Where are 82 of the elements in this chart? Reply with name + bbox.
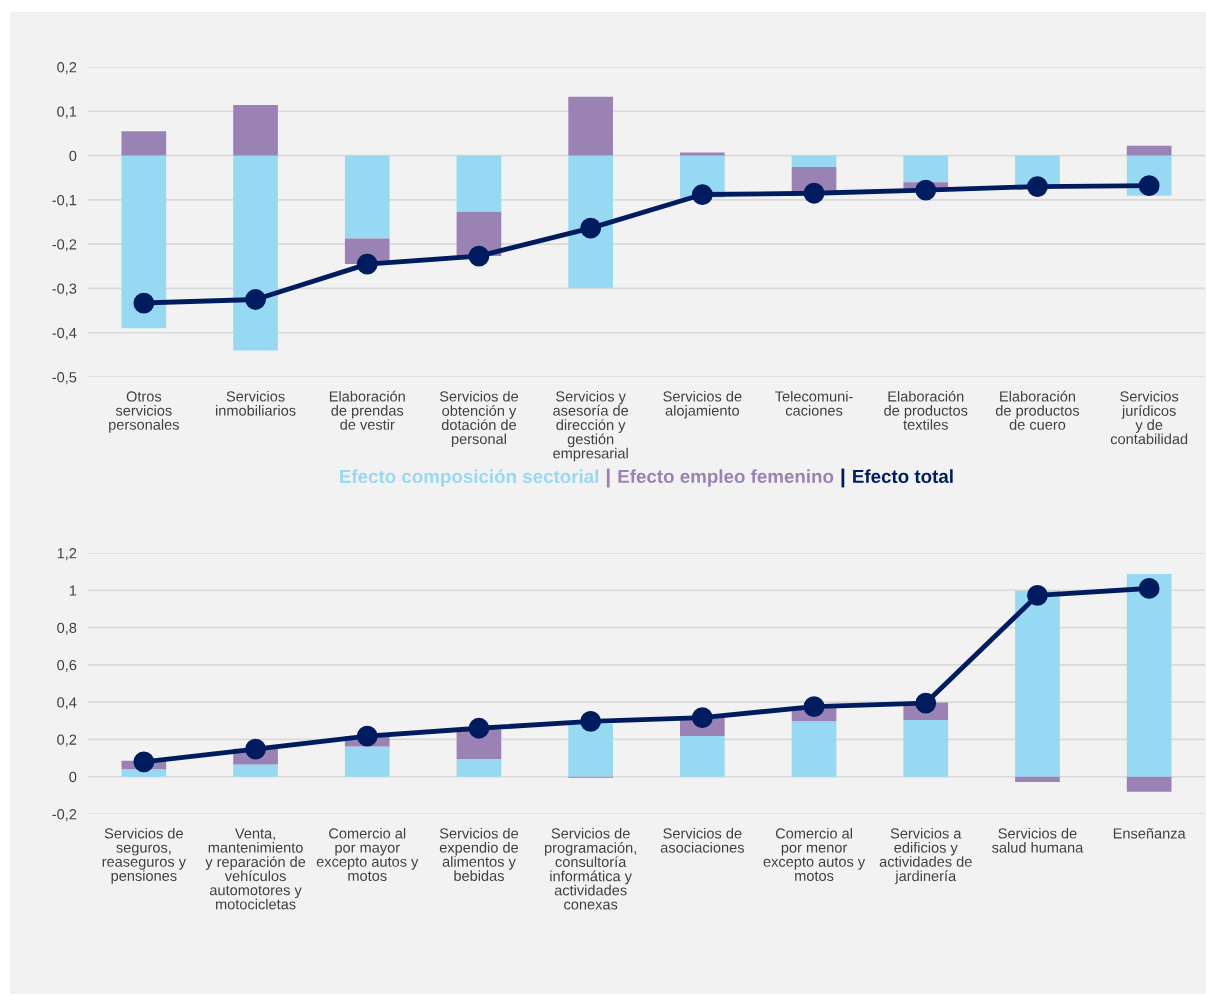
x-tick-label: Elaboración de productos de cuero [995,390,1080,430]
bar [680,735,725,777]
x-tick-label: Servicios y asesoría de dirección y gestión empresarial [553,390,629,462]
bar [568,96,613,156]
bar [233,764,278,777]
x-tick-label: Servicios de seguros, reaseguros y pensiones [102,827,186,884]
y-tick-label: 0,4 [57,697,77,710]
bar [344,746,390,777]
bar [903,155,949,183]
bar [1126,145,1172,156]
bar [1126,776,1172,792]
x-tick-label: Servicios de alojamiento [663,390,742,419]
bar [680,152,725,156]
x-tick-label: Servicios de asociaciones [660,827,744,853]
legend-label: Efecto empleo femenino [618,469,834,487]
y-tick-label: 0 [69,150,77,161]
bar [121,131,167,156]
x-tick-label: Servicios de obtención y dotación de personal [439,390,519,448]
point [803,696,825,718]
y-tick-label: 1,2 [57,548,77,561]
x-tick-label: Servicios de programación, consultoría informática y actividades conexas [544,827,636,910]
text: Efecto composición sectorial [340,469,599,487]
x-tick-label: Servicios de expendio de alimentos y bebidas [439,827,519,881]
x-tick-label: Telecomuni- caciones [775,390,853,416]
x-tick-label: Venta, mantenimiento y reparación de vehículos automotores y motocicletas [205,828,306,910]
bar [344,155,390,239]
x-tick-label: Servicios a edificios y actividades de jardinería [879,827,972,885]
bar [1015,590,1060,777]
legend-label: Efecto total [853,469,953,484]
y-tick-label: 0,8 [57,622,77,635]
y-tick-label: -0,2 [52,809,77,822]
x-tick-label: Elaboración de prendas de vestir [329,390,405,430]
x-tick-label: Otros servicios personales [109,391,179,433]
point [1027,584,1048,606]
y-tick-label: -0,5 [52,372,77,385]
point [245,738,266,760]
y-tick-label: -0,2 [52,239,77,252]
y-tick-label: 0,1 [57,106,77,119]
point [245,289,266,310]
point [915,692,937,714]
x-tick-label: Comercio al por menor excepto autos y motos [763,827,866,881]
point [691,184,713,205]
x-tick-label: Comercio al por mayor excepto autos y motos [316,827,419,881]
y-tick-label: 0,2 [57,734,77,747]
point [580,710,602,732]
point [356,253,378,275]
bar [233,155,278,351]
bar [791,155,837,168]
point [133,751,155,773]
x-tick-label: Elaboración de productos textiles [884,390,968,430]
point [1138,578,1160,599]
y-tick-label: 0 [69,771,77,783]
bar [1126,574,1172,777]
point [803,182,825,204]
bar [233,105,278,156]
y-tick-label: 0,6 [57,659,77,673]
x-tick-label: Servicios de salud humana [992,827,1084,853]
x-tick-label: Enseñanza [1113,828,1186,839]
bar [568,155,613,288]
bar [121,155,167,329]
bar [456,155,502,212]
point [356,725,378,747]
point [691,707,713,729]
bar [456,759,502,777]
point [468,245,490,267]
y-tick-label: -0,1 [52,194,77,208]
point [1027,176,1048,197]
point [580,217,602,239]
y-tick-label: 1 [69,585,77,596]
point [915,179,937,201]
bar [121,769,167,777]
y-tick-label: -0,4 [52,327,77,340]
y-tick-label: -0,3 [52,283,77,296]
y-tick-label: 0,2 [57,62,77,75]
point [468,717,490,739]
point [133,292,155,314]
x-tick-label: Servicios jurídicos y de contabilidad [1110,390,1188,445]
x-tick-label: Servicios inmobiliarios [216,390,296,416]
bar [903,720,949,777]
bar [568,723,613,777]
bar [1015,776,1060,782]
bar [791,721,837,777]
